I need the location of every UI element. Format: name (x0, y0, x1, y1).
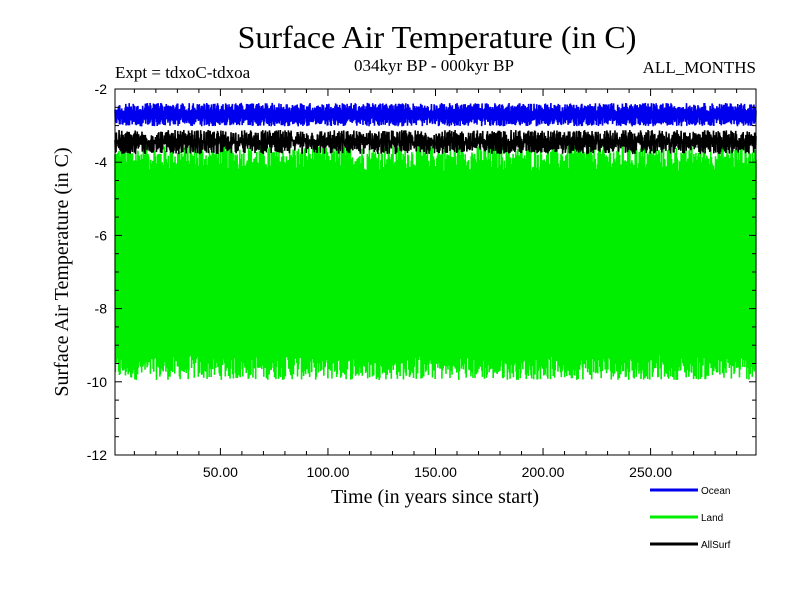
x-tick-label: 100.00 (307, 464, 350, 480)
series-line-land (114, 145, 757, 380)
x-tick-label: 50.00 (203, 464, 238, 480)
x-tick-label: 200.00 (522, 464, 565, 480)
series-line-allsurf (114, 129, 757, 155)
y-tick-label: -6 (95, 227, 108, 243)
chart-subtitle-left: Expt = tdxoC-tdxoa (115, 63, 251, 82)
legend-label-allsurf: AllSurf (701, 540, 731, 551)
series-line-ocean (114, 102, 757, 127)
chart-subtitle-center: 034kyr BP - 000kyr BP (354, 56, 514, 75)
plot-series-group (114, 102, 757, 380)
x-tick-label: 150.00 (414, 464, 457, 480)
y-tick-label: -10 (87, 374, 107, 390)
x-axis: 50.00 100.00 150.00 200.00 250.00 (133, 89, 738, 480)
y-tick-label: -8 (95, 301, 108, 317)
y-tick-label: -12 (87, 447, 107, 463)
x-axis-label: Time (in years since start) (331, 486, 539, 508)
y-tick-label: -2 (95, 81, 108, 97)
legend-label-land: Land (701, 513, 723, 524)
legend-label-ocean: Ocean (701, 486, 730, 497)
legend: Ocean Land AllSurf (650, 486, 731, 551)
y-axis-label: Surface Air Temperature (in C) (51, 147, 73, 396)
y-tick-label: -4 (95, 154, 108, 170)
x-tick-label: 250.00 (629, 464, 672, 480)
chart-title: Surface Air Temperature (in C) (238, 19, 637, 55)
y-axis: -12 -10 -8 -6 -4 -2 (87, 81, 756, 463)
chart-subtitle-right: ALL_MONTHS (643, 58, 756, 77)
